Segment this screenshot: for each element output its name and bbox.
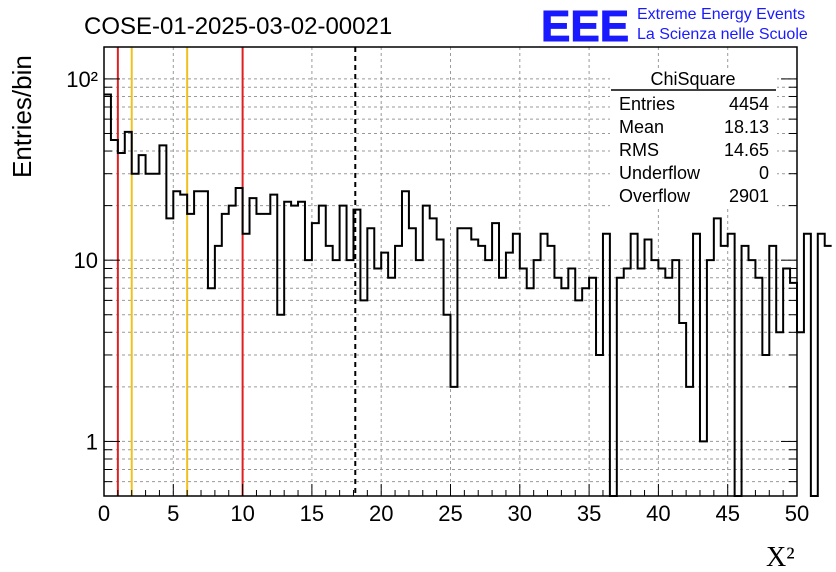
stats-row-label: Mean [619, 117, 664, 137]
x-tick-label: 25 [438, 501, 462, 526]
y-tick-labels: 1 10 10² [66, 67, 98, 455]
x-tick-label: 20 [369, 501, 393, 526]
x-axis-label: X² [766, 542, 795, 572]
stats-row-label: Overflow [619, 186, 691, 206]
stats-row-label: Underflow [619, 163, 701, 183]
stats-row-label: Entries [619, 94, 675, 114]
x-tick-label: 5 [167, 501, 179, 526]
x-tick-label: 10 [230, 501, 254, 526]
stats-box: ChiSquare Entries 4454 Mean 18.13 RMS 14.65 Un… [610, 68, 777, 208]
stats-box-title: ChiSquare [650, 69, 735, 89]
stats-row-value: 0 [759, 163, 769, 183]
logo-line-2: La Scienza nelle Scuole [637, 26, 808, 43]
x-tick-label: 45 [715, 501, 739, 526]
eee-logo: EEE [541, 2, 629, 51]
stats-box-rows: Entries 4454 Mean 18.13 RMS 14.65 Underflow 0 Ov… [619, 94, 769, 206]
histogram-series [104, 93, 832, 497]
histogram-outline [104, 93, 832, 497]
x-tick-label: 40 [646, 501, 670, 526]
stats-row-value: 2901 [729, 186, 769, 206]
y-tick-label: 10 [74, 248, 98, 273]
y-tick-label: 1 [86, 429, 98, 454]
stats-row-label: RMS [619, 140, 659, 160]
x-tick-label: 50 [785, 501, 809, 526]
stats-box-background [610, 68, 777, 208]
reference-lines [116, 47, 357, 496]
x-tick-label: 30 [508, 501, 532, 526]
y-tick-label: 10² [66, 67, 98, 92]
run-title: COSE-01-2025-03-02-00021 [84, 13, 392, 40]
stats-row-value: 14.65 [724, 140, 769, 160]
stats-row-value: 4454 [729, 94, 769, 114]
logo-line-1: Extreme Energy Events [637, 6, 805, 23]
axis-ticks [103, 78, 798, 497]
x-tick-labels: 0 5 10 15 20 25 30 35 40 45 50 [98, 501, 809, 526]
stats-row-value: 18.13 [724, 117, 769, 137]
x-tick-label: 15 [300, 501, 324, 526]
x-tick-label: 35 [577, 501, 601, 526]
y-axis-label: Entries/bin [7, 55, 37, 178]
x-tick-label: 0 [98, 501, 110, 526]
